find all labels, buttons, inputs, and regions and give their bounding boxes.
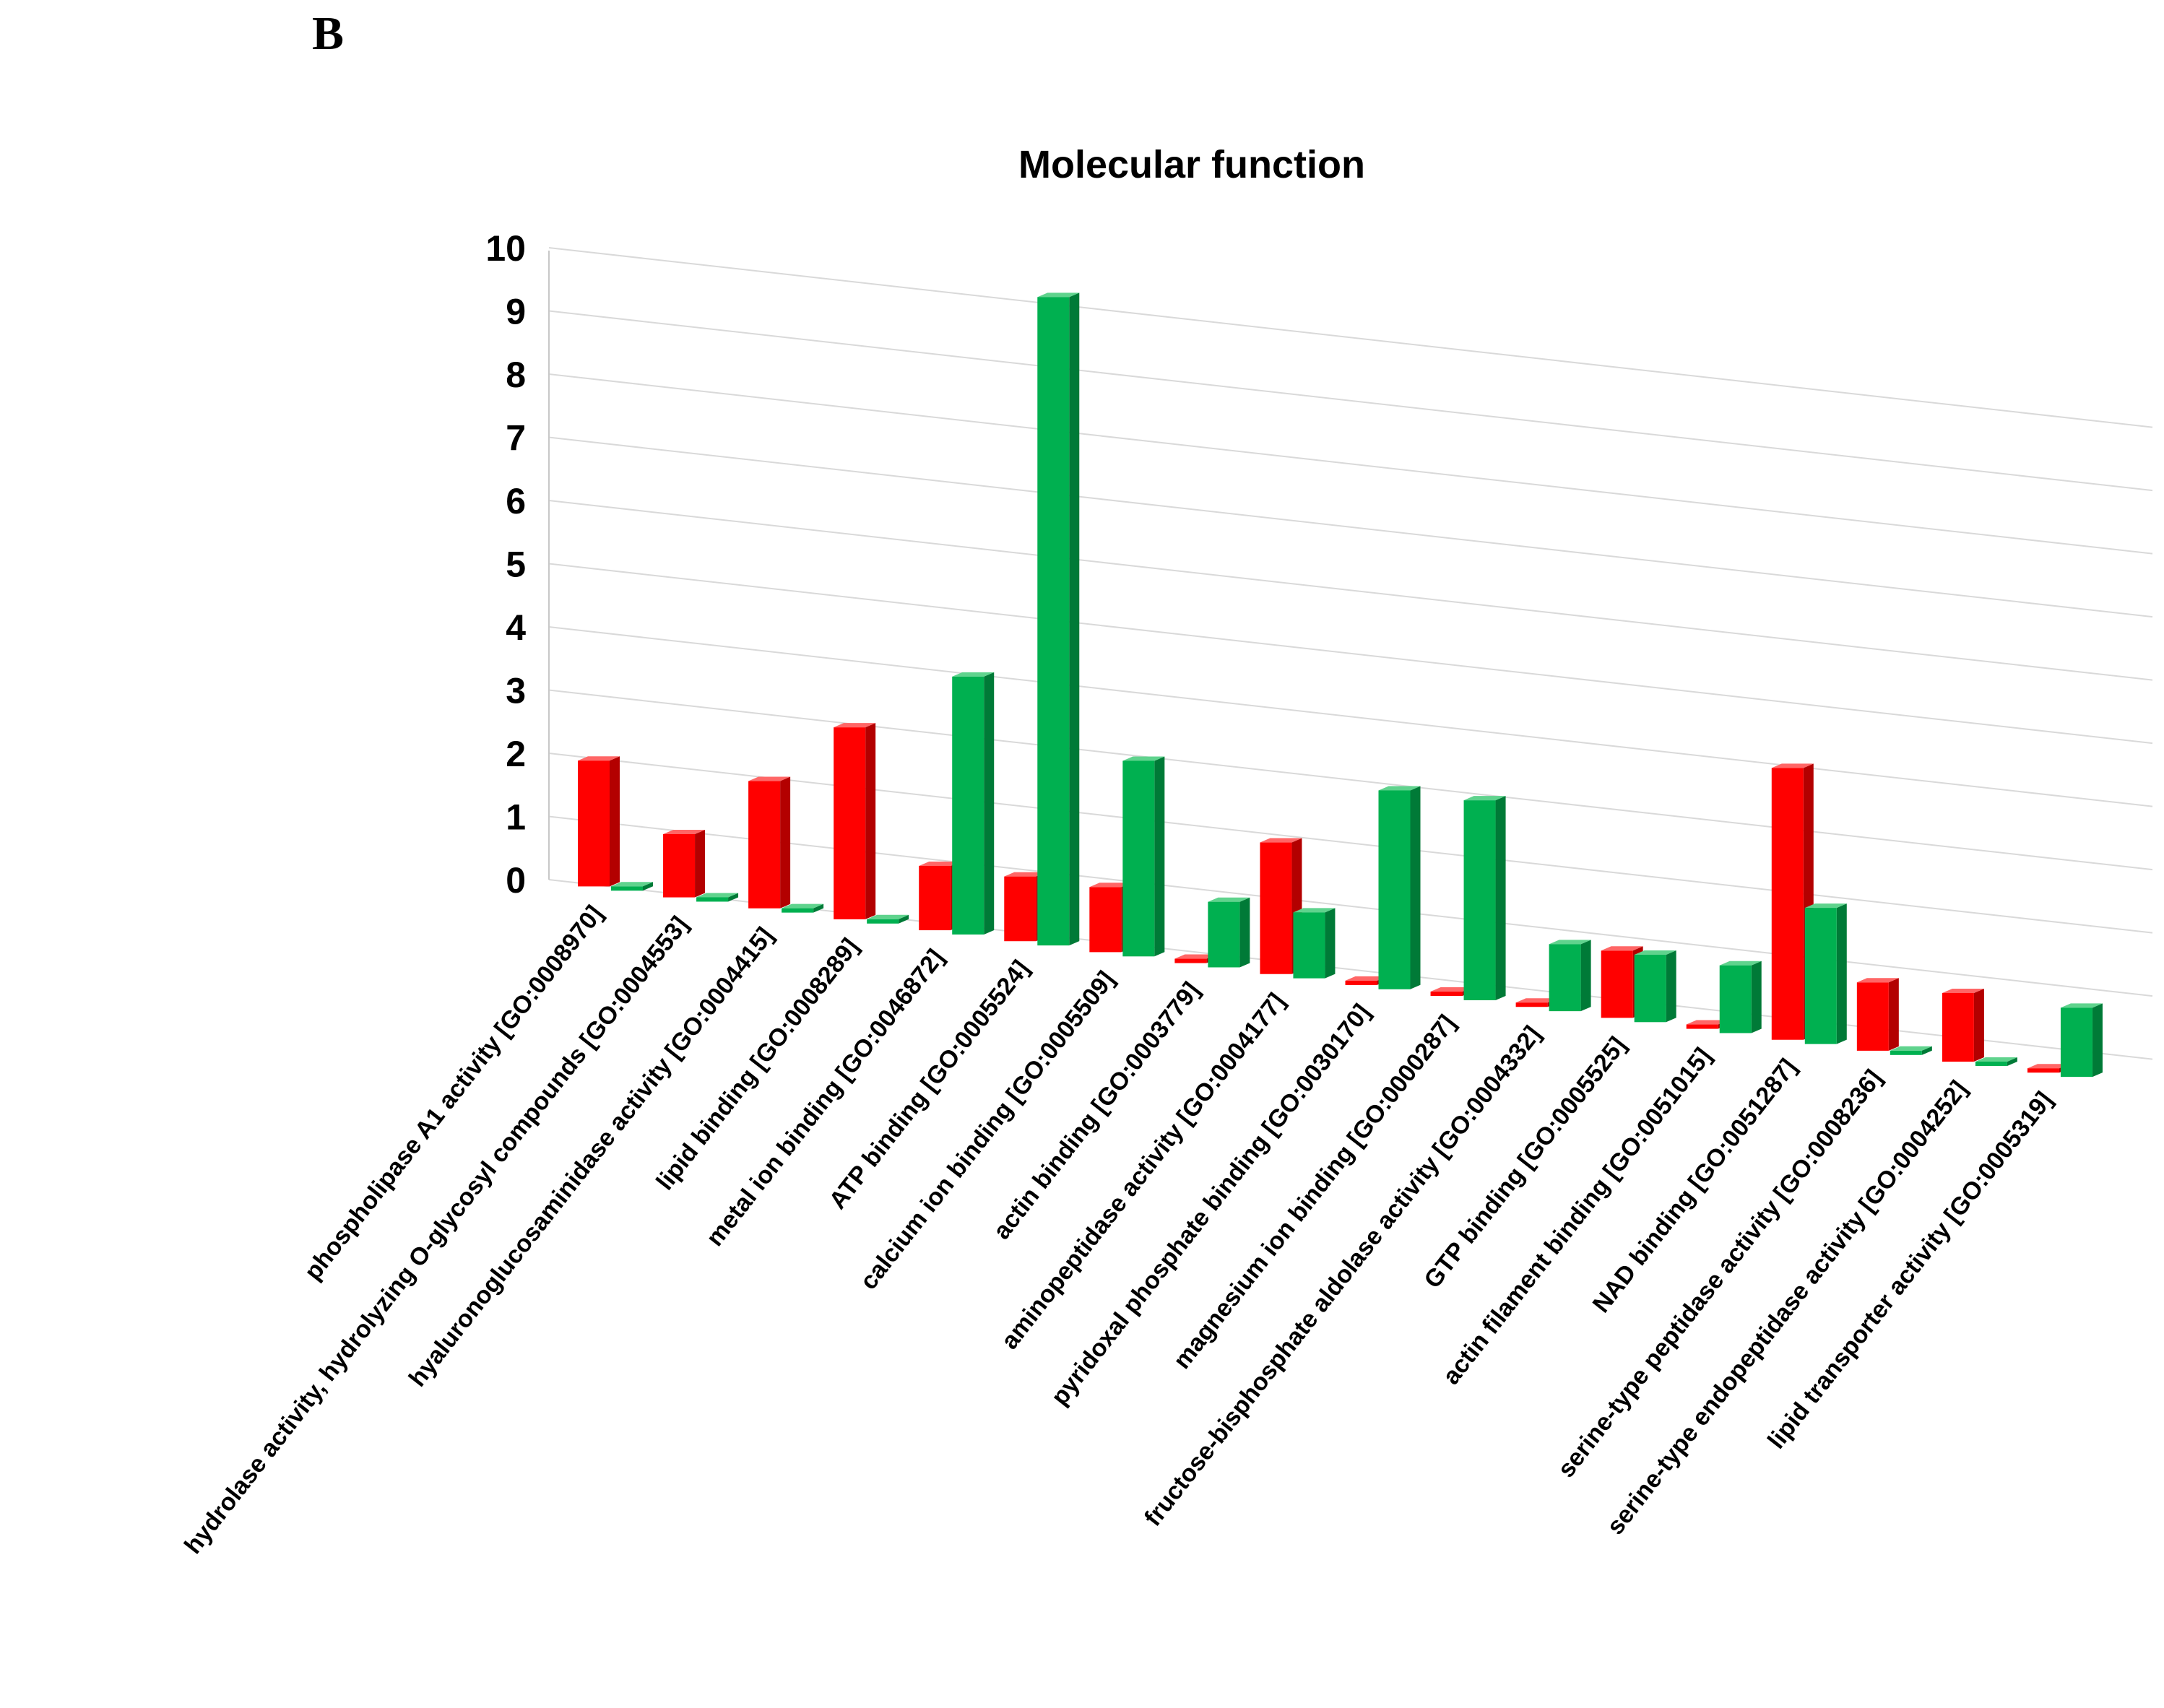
gridline-2	[548, 753, 2153, 934]
bar-green-18	[2060, 1003, 2103, 1078]
panel-label: B	[312, 7, 344, 60]
gridline-4	[548, 626, 2153, 807]
x-tick-label: hydrolase activity, hydrolyzing O-glycos…	[179, 911, 693, 1559]
bar-green-12	[1549, 940, 1591, 1012]
y-tick-label: 7	[506, 418, 526, 459]
bar-green-11	[1463, 796, 1506, 1000]
y-tick-label: 1	[506, 797, 526, 838]
bar-green-6	[1037, 292, 1080, 946]
gridline-9	[548, 310, 2153, 492]
x-tick-label: ATP binding [GO:0005524]	[824, 955, 1035, 1215]
x-tick-label: pyridoxal phosphate binding [GO:0030170]	[1046, 999, 1376, 1410]
gridline-8	[548, 373, 2153, 555]
bar-red-3	[748, 776, 791, 909]
y-tick-label: 2	[506, 734, 526, 774]
x-tick-label: hyaluronoglucosaminidase activity [GO:00…	[404, 922, 779, 1392]
y-tick-label: 5	[506, 545, 526, 585]
y-tick-label: 6	[506, 481, 526, 521]
bar-green-13	[1634, 950, 1676, 1023]
y-tick-label: 4	[506, 607, 526, 648]
y-tick-label: 8	[506, 355, 526, 395]
x-tick-label: lipid binding [GO:0008289]	[651, 933, 864, 1195]
y-tick-label: 3	[506, 671, 526, 711]
gridlines	[548, 247, 2153, 1060]
bar-green-15	[1804, 903, 1847, 1044]
bar-green-10	[1378, 786, 1421, 989]
bar-green-1	[611, 882, 653, 891]
bar-red-17	[1942, 988, 1984, 1062]
x-tick-label: serine-type peptidase activity [GO:00082…	[1552, 1065, 1887, 1483]
gridline-3	[548, 689, 2153, 871]
bar-green-5	[952, 672, 995, 935]
x-tick-label: GTP binding [GO:0005525]	[1419, 1032, 1632, 1293]
bar-green-14	[1719, 961, 1762, 1033]
y-tick-label: 0	[506, 860, 526, 901]
bar-green-3	[782, 903, 824, 913]
chart-title: Molecular function	[1018, 143, 1365, 186]
gridline-1	[548, 815, 2153, 997]
x-tick-label: serine-type endopeptidase activity [GO:0…	[1601, 1075, 1973, 1540]
bar-green-17	[1975, 1057, 2017, 1066]
y-tick-label: 10	[485, 228, 526, 269]
gridline-5	[548, 563, 2153, 745]
bar-red-1	[578, 756, 620, 887]
gridline-7	[548, 436, 2153, 618]
bar-red-2	[663, 829, 706, 898]
bar-green-2	[696, 893, 739, 902]
bar-red-16	[1856, 978, 1899, 1051]
gridline-10	[548, 247, 2153, 428]
bar-green-8	[1208, 897, 1250, 968]
y-axis-ticks: 0 1 2 3 4 5 6 7 8 9 10	[485, 228, 526, 901]
bar-green-7	[1122, 756, 1165, 957]
x-tick-label: NAD binding [GO:0051287]	[1588, 1054, 1802, 1318]
bar-green-4	[867, 914, 909, 924]
bar-red-4	[834, 723, 876, 919]
bar-green-9	[1293, 908, 1336, 979]
y-tick-label: 9	[506, 292, 526, 332]
bar-green-16	[1890, 1046, 1932, 1055]
gridline-6	[548, 500, 2153, 681]
bars	[578, 292, 2103, 1078]
